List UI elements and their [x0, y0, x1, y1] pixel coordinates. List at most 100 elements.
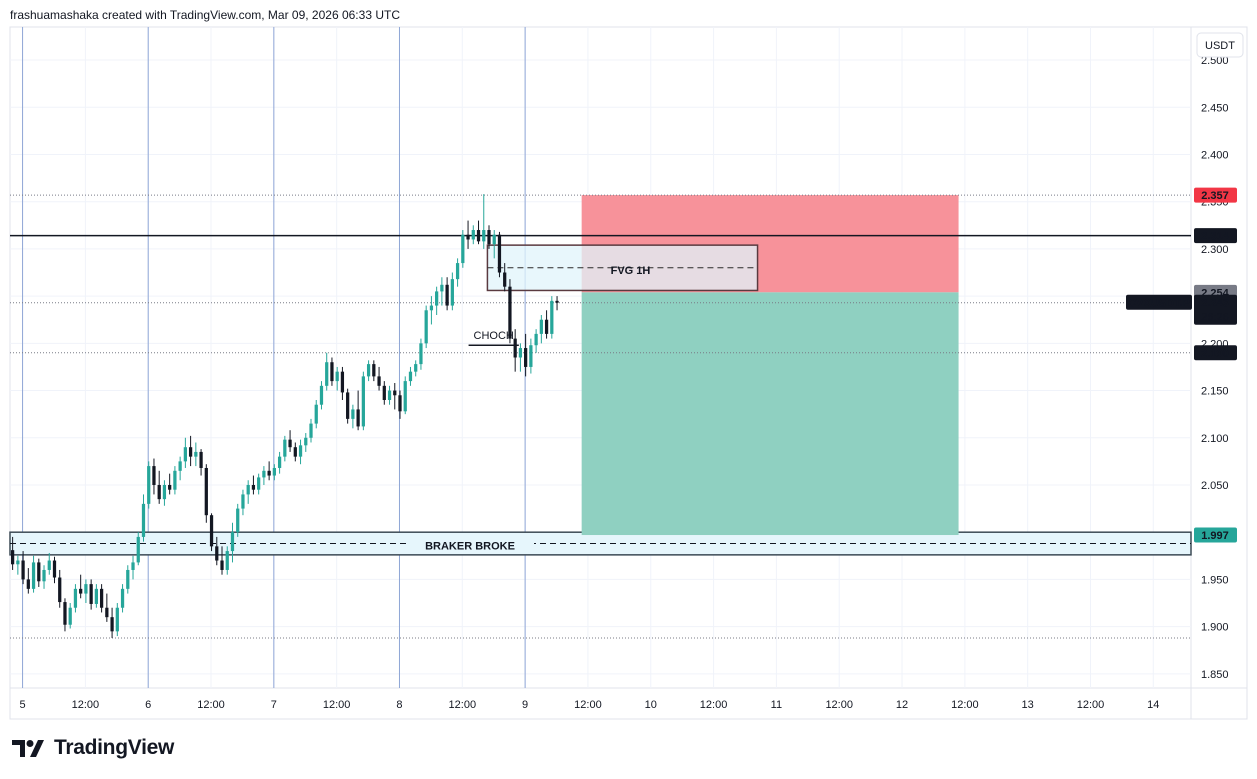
tradingview-logo[interactable]: TradingView — [12, 736, 174, 760]
candle[interactable] — [372, 360, 376, 382]
candle[interactable] — [79, 574, 83, 599]
candle[interactable] — [16, 555, 20, 575]
candle[interactable] — [105, 593, 109, 622]
candle[interactable] — [241, 489, 245, 516]
candle[interactable] — [236, 503, 240, 537]
currency-button[interactable] — [1196, 32, 1244, 58]
candle[interactable] — [152, 458, 156, 495]
candle[interactable] — [544, 310, 549, 339]
candle[interactable] — [188, 435, 193, 467]
candle[interactable] — [21, 551, 25, 585]
candle[interactable] — [351, 404, 355, 429]
candle[interactable] — [340, 366, 345, 400]
candle[interactable] — [518, 343, 523, 372]
candle[interactable] — [283, 435, 287, 462]
candle[interactable] — [31, 555, 36, 593]
candle[interactable] — [84, 579, 88, 604]
candle[interactable] — [445, 277, 449, 311]
candle[interactable] — [131, 555, 135, 580]
candle[interactable] — [455, 258, 460, 287]
candle[interactable] — [141, 494, 146, 542]
candle[interactable] — [550, 296, 554, 339]
candle[interactable] — [461, 230, 465, 268]
candle[interactable] — [450, 272, 454, 311]
candle[interactable] — [471, 225, 475, 245]
candle[interactable] — [267, 461, 271, 481]
candle[interactable] — [215, 536, 219, 566]
candle[interactable] — [147, 461, 151, 509]
take-profit-zone[interactable] — [581, 292, 959, 536]
candle[interactable] — [330, 357, 334, 386]
candle[interactable] — [225, 546, 229, 575]
candle[interactable] — [47, 552, 51, 575]
candle[interactable] — [555, 296, 559, 311]
candle[interactable] — [288, 430, 292, 452]
candle[interactable] — [335, 366, 339, 391]
candle[interactable] — [403, 376, 407, 415]
candle[interactable] — [298, 439, 303, 465]
candle[interactable] — [503, 263, 507, 292]
candle[interactable] — [63, 598, 67, 632]
candle[interactable] — [466, 220, 470, 249]
candle[interactable] — [68, 603, 72, 629]
candle[interactable] — [262, 466, 266, 485]
candle[interactable] — [293, 442, 297, 462]
candle[interactable] — [126, 565, 130, 594]
candle[interactable] — [424, 305, 428, 349]
candle[interactable] — [52, 556, 57, 584]
candle[interactable] — [476, 220, 481, 245]
candle[interactable] — [26, 568, 30, 594]
candle[interactable] — [58, 569, 62, 608]
candle[interactable] — [497, 231, 502, 278]
candle[interactable] — [257, 473, 261, 495]
candle[interactable] — [366, 360, 371, 382]
candle[interactable] — [220, 546, 224, 575]
candle[interactable] — [398, 390, 402, 419]
candle[interactable] — [199, 449, 203, 476]
candle[interactable] — [304, 433, 308, 452]
candle[interactable] — [487, 225, 491, 249]
candle[interactable] — [356, 390, 360, 431]
candle[interactable] — [393, 382, 397, 410]
candle[interactable] — [168, 473, 172, 495]
candle[interactable] — [73, 584, 78, 613]
candle[interactable] — [387, 385, 392, 405]
candle[interactable] — [157, 470, 161, 504]
candle[interactable] — [136, 532, 140, 566]
candle[interactable] — [361, 371, 365, 431]
candle[interactable] — [251, 475, 256, 495]
candle[interactable] — [377, 366, 381, 391]
candle[interactable] — [524, 333, 528, 377]
candle[interactable] — [120, 584, 125, 613]
candle[interactable] — [115, 603, 119, 637]
candle[interactable] — [94, 584, 98, 608]
candle[interactable] — [183, 437, 187, 468]
candle[interactable] — [382, 381, 386, 405]
candle[interactable] — [204, 464, 208, 523]
candle[interactable] — [37, 558, 41, 587]
candle[interactable] — [314, 399, 318, 429]
candle[interactable] — [429, 296, 434, 325]
candle[interactable] — [508, 279, 512, 344]
candle[interactable] — [230, 522, 235, 563]
candle[interactable] — [435, 286, 439, 316]
candle[interactable] — [319, 381, 324, 410]
candle[interactable] — [309, 418, 313, 443]
candle[interactable] — [539, 315, 543, 344]
candle[interactable] — [99, 584, 104, 613]
candle[interactable] — [272, 464, 276, 481]
candle[interactable] — [325, 352, 329, 391]
candle[interactable] — [10, 536, 15, 570]
candle[interactable] — [414, 360, 418, 377]
candle[interactable] — [194, 442, 198, 467]
candle[interactable] — [209, 513, 214, 552]
candle[interactable] — [513, 329, 517, 372]
candle[interactable] — [178, 456, 182, 481]
candle[interactable] — [408, 366, 413, 386]
candle[interactable] — [419, 338, 423, 370]
candle[interactable] — [42, 565, 46, 589]
candle[interactable] — [529, 338, 533, 374]
candle[interactable] — [346, 388, 350, 424]
candle[interactable] — [246, 480, 250, 504]
